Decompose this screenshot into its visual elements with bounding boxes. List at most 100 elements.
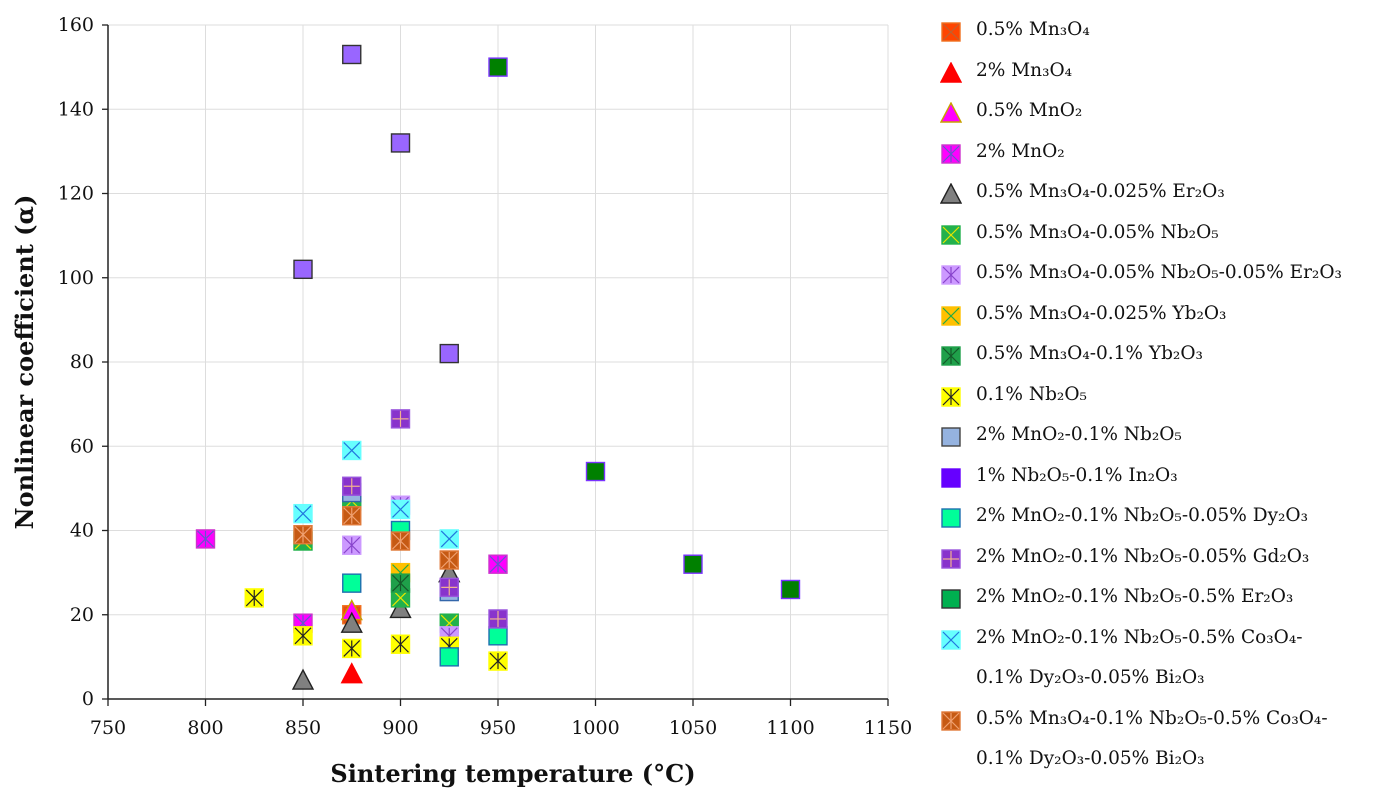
legend-item: 2% MnO₂-0.1% Nb₂O₅-0.5% Co₃O₄- 0.1% Dy₂O… (940, 626, 1400, 707)
square-marker (585, 461, 606, 482)
data-point (342, 44, 362, 65)
data-point (439, 647, 459, 667)
legend-marker (941, 629, 961, 650)
x-tick-label: 1050 (669, 717, 717, 739)
data-point (390, 531, 411, 551)
y-tick-label: 40 (70, 520, 94, 542)
legend-item: 0.5% Mn₃O₄-0.1% Nb₂O₅-0.5% Co₃O₄- 0.1% D… (940, 707, 1400, 788)
legend-label: 0.5% Mn₃O₄-0.05% Nb₂O₅ (976, 221, 1219, 243)
square-marker (683, 554, 703, 574)
series-6 (293, 491, 459, 633)
data-point (342, 535, 362, 555)
legend-item: 0.5% Mn₃O₄-0.025% Yb₂O₃ (940, 302, 1400, 343)
series-10 (244, 588, 508, 671)
legend-marker-icon (941, 508, 961, 528)
legend-marker-icon (941, 467, 961, 488)
x-tick-label: 800 (187, 717, 223, 739)
legend-label: 1% Nb₂O₅-0.1% In₂O₃ (976, 464, 1178, 486)
y-tick-label: 0 (82, 688, 94, 710)
legend-marker-icon (941, 265, 961, 285)
data-point (293, 259, 313, 280)
y-tick-label: 100 (58, 267, 94, 289)
legend-marker (940, 102, 962, 123)
data-point (293, 525, 313, 545)
data-point (683, 554, 703, 574)
legend-marker (941, 508, 961, 528)
series-2 (340, 662, 363, 684)
data-point (488, 651, 508, 671)
legend-marker (941, 346, 961, 366)
legend-item: 2% MnO₂ (940, 140, 1400, 181)
legend-marker-icon (941, 548, 961, 569)
legend-item: 0.5% Mn₃O₄-0.05% Nb₂O₅-0.05% Er₂O₃ (940, 261, 1400, 302)
series-16 (293, 440, 459, 549)
y-tick-label: 160 (58, 14, 94, 36)
x-tick-label: 1000 (571, 717, 619, 739)
legend-item: 0.5% Mn₃O₄ (940, 18, 1400, 59)
data-point (342, 506, 362, 526)
square-marker (390, 133, 411, 153)
square-marker (439, 647, 459, 667)
legend-item: 1% Nb₂O₅-0.1% In₂O₃ (940, 464, 1400, 505)
square-marker (941, 589, 961, 609)
legend-label: 0.5% Mn₃O₄ (976, 19, 1090, 40)
legend-marker (941, 265, 961, 285)
legend-label: 2% MnO₂-0.1% Nb₂O₅-0.5% Er₂O₃ (976, 586, 1294, 607)
data-point (342, 638, 362, 659)
x-axis-title: Sintering temperature (°C) (330, 759, 695, 788)
data-point (780, 579, 801, 600)
legend-item: 0.5% Mn₃O₄-0.05% Nb₂O₅ (940, 221, 1400, 262)
legend-label: 2% MnO₂-0.1% Nb₂O₅ (976, 424, 1182, 445)
legend-item: 2% Mn₃O₄ (940, 59, 1400, 100)
marker-stroke (942, 307, 960, 324)
x-tick-label: 1100 (766, 717, 814, 739)
triangle-marker (389, 596, 412, 619)
legend-marker (941, 427, 961, 447)
legend-label: 2% MnO₂-0.1% Nb₂O₅-0.5% Co₃O₄- 0.1% Dy₂O… (976, 626, 1303, 688)
legend-marker-icon (941, 305, 961, 326)
triangle-marker (940, 102, 962, 123)
triangle-marker (340, 611, 363, 633)
legend-marker-icon (941, 346, 961, 366)
triangle-marker (340, 662, 363, 684)
marker-stroke (942, 23, 960, 41)
legend-item: 0.5% MnO₂ (940, 99, 1400, 140)
legend-marker (941, 386, 961, 407)
legend-label: 0.5% Mn₃O₄-0.05% Nb₂O₅-0.05% Er₂O₃ (976, 262, 1342, 283)
legend-label: 0.1% Nb₂O₅ (976, 383, 1087, 405)
square-marker (488, 626, 508, 646)
legend-marker-icon (941, 589, 961, 609)
legend-item: 2% MnO₂-0.1% Nb₂O₅-0.05% Dy₂O₃ (940, 504, 1400, 545)
data-point (439, 577, 459, 598)
data-point (389, 596, 412, 619)
legend-item: 0.1% Nb₂O₅ (940, 383, 1400, 424)
series-9 (390, 573, 411, 593)
square-marker (293, 259, 313, 280)
legend-item: 2% MnO₂-0.1% Nb₂O₅-0.5% Er₂O₃ (940, 585, 1400, 626)
data-point (195, 529, 216, 549)
data-point (293, 503, 313, 524)
series-14 (342, 409, 508, 629)
data-point (439, 550, 459, 570)
x-tick-label: 1150 (864, 717, 912, 739)
marker-stroke (392, 501, 409, 518)
marker-stroke (343, 442, 361, 459)
legend-marker-icon (940, 183, 962, 204)
square-marker (439, 343, 459, 364)
data-point (390, 133, 411, 153)
legend-marker (940, 61, 962, 83)
grid (108, 24, 889, 699)
data-point (488, 554, 508, 574)
legend-label: 0.5% Mn₃O₄-0.025% Er₂O₃ (976, 181, 1225, 202)
legend-marker (941, 467, 961, 488)
marker-stroke (942, 226, 960, 243)
data-point (488, 609, 508, 629)
legend-marker (941, 224, 961, 245)
marker-stroke (294, 505, 312, 523)
data-point (488, 626, 508, 646)
legend-label: 2% MnO₂ (976, 140, 1065, 162)
data-point (293, 626, 313, 646)
legend-marker-icon (941, 224, 961, 245)
legend-marker-icon (941, 22, 961, 42)
